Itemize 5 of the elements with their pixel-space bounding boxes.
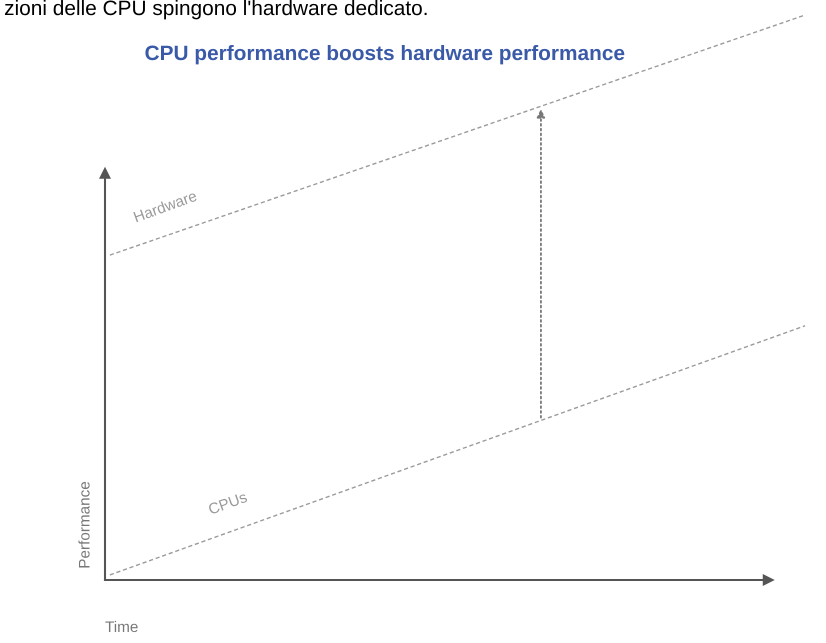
y-axis-title: Performance [78, 482, 90, 568]
x-axis-title: Time [105, 620, 138, 632]
text: CPUs [208, 491, 248, 515]
text: CPU performance boosts hardware performance [145, 44, 624, 64]
annotation: zioni delle CPU spingono l'hardware dedicato. [4, 0, 427, 20]
